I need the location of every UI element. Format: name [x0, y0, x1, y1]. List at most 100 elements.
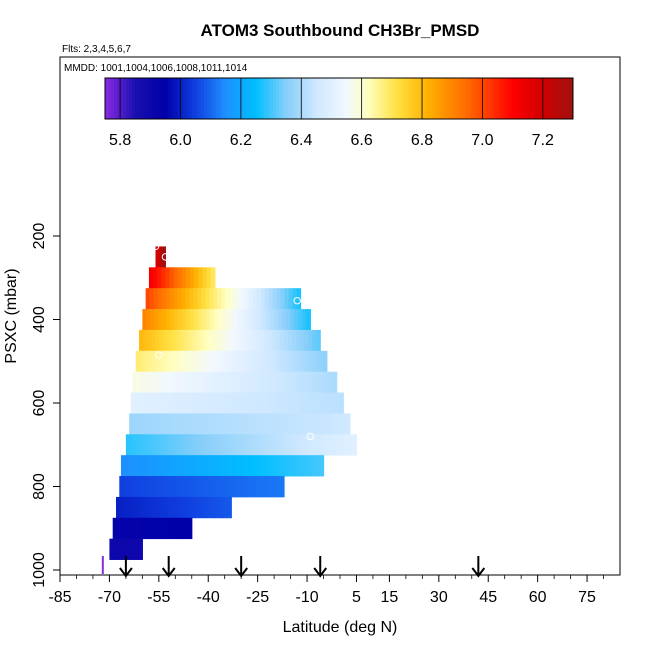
- heatmap-cell-row13: [136, 517, 141, 540]
- heatmap-cell-row6: [236, 371, 242, 393]
- colorbar-swatch: [408, 78, 412, 119]
- heatmap-cell-row5: [291, 350, 296, 373]
- colorbar-swatch: [441, 78, 445, 119]
- heatmap-cell-row4: [251, 329, 257, 352]
- heatmap-cell-row2: [205, 288, 210, 310]
- heatmap-cell-row11: [119, 476, 124, 498]
- heatmap-cell-row7: [211, 392, 216, 414]
- colorbar-tick-label: 6.0: [169, 132, 191, 149]
- heatmap-cell-row5: [183, 350, 189, 373]
- heatmap-cell-row9: [201, 434, 206, 456]
- heatmap-cell-row7: [215, 392, 220, 414]
- colorbar-swatch: [141, 78, 145, 119]
- heatmap-cell-row2: [244, 288, 250, 310]
- heatmap-cell-row9: [153, 434, 159, 456]
- heatmap-cell-row9: [185, 434, 191, 456]
- heatmap-cell-row8: [289, 413, 295, 435]
- heatmap-cell-row2: [213, 288, 218, 310]
- heatmap-cell-row7: [158, 392, 164, 414]
- colorbar-swatch: [111, 78, 115, 119]
- heatmap-cell-row12: [183, 496, 189, 519]
- heatmap-cell-row4: [267, 329, 273, 352]
- heatmap-cell-row6: [144, 371, 150, 393]
- colorbar-swatch: [315, 78, 319, 119]
- heatmap-cell-row11: [271, 476, 277, 498]
- heatmap-cell-row5: [175, 350, 181, 373]
- colorbar-swatch: [192, 78, 196, 119]
- heatmap-cell-row4: [179, 329, 184, 352]
- heatmap-cell-row10: [196, 455, 201, 477]
- heatmap-cell-row9: [241, 434, 246, 456]
- colorbar-swatch: [201, 78, 205, 119]
- heatmap-cell-row12: [127, 496, 133, 519]
- colorbar-swatch: [558, 78, 562, 119]
- dates-subtitle: MMDD: 1001,1004,1006,1008,1011,1014: [64, 63, 248, 74]
- heatmap-cell-row9: [284, 434, 290, 456]
- heatmap-cell-row3: [178, 309, 183, 331]
- heatmap-cell-row2: [209, 288, 214, 310]
- heatmap-cell-row3: [230, 309, 235, 331]
- colorbar-swatch: [123, 78, 127, 119]
- heatmap-cell-row5: [279, 350, 284, 373]
- colorbar-swatch: [234, 78, 238, 119]
- colorbar-swatch: [228, 78, 232, 119]
- heatmap-cell-row11: [139, 476, 144, 498]
- y-tick-label: 800: [31, 473, 48, 500]
- heatmap-cell-row6: [140, 371, 146, 393]
- heatmap-cell-row8: [333, 413, 339, 435]
- colorbar-swatch: [246, 78, 250, 119]
- heatmap-cell-row7: [170, 392, 176, 414]
- heatmap-cell-row4: [191, 329, 197, 352]
- colorbar-swatch: [345, 78, 349, 119]
- heatmap-cell-row2: [157, 288, 163, 310]
- colorbar-swatch: [156, 78, 160, 119]
- heatmap-cell-row12: [227, 496, 232, 519]
- heatmap-cell-row4: [288, 329, 293, 352]
- heatmap-cell-row7: [235, 392, 240, 414]
- x-tick-label: 45: [479, 589, 497, 606]
- colorbar-swatch: [459, 78, 463, 119]
- heatmap-cell-row11: [215, 476, 221, 498]
- heatmap-cell-row9: [352, 434, 358, 456]
- heatmap-cell-row10: [256, 455, 261, 477]
- heatmap-cell-row6: [152, 371, 158, 393]
- colorbar-swatch: [432, 78, 436, 119]
- x-tick-label: -85: [48, 589, 71, 606]
- heatmap-cell-row8: [209, 413, 215, 435]
- heatmap-cell-row11: [195, 476, 201, 498]
- colorbar-swatch: [300, 78, 304, 119]
- heatmap-cell-row4: [203, 329, 209, 352]
- heatmap-cell-row11: [159, 476, 165, 498]
- heatmap-cell-row10: [279, 455, 285, 477]
- heatmap-cell-row9: [348, 434, 354, 456]
- heatmap-cell-row13: [124, 517, 130, 540]
- heatmap-cell-row8: [241, 413, 247, 435]
- colorbar-swatch: [414, 78, 418, 119]
- heatmap-cell-row10: [303, 455, 309, 477]
- colorbar-swatch: [552, 78, 556, 119]
- heatmap-cell-row10: [144, 455, 150, 477]
- heatmap-cell-row4: [183, 329, 188, 352]
- heatmap-cell-row6: [272, 371, 278, 393]
- heatmap-cell-row7: [134, 392, 140, 414]
- heatmap-cell-row5: [294, 350, 300, 373]
- colorbar-swatch: [144, 78, 148, 119]
- heatmap-cell-row2: [181, 288, 186, 310]
- heatmap-cell-row13: [172, 517, 177, 540]
- heatmap-cell-row12: [116, 496, 121, 519]
- heatmap-cell-row9: [209, 434, 214, 456]
- heatmap-cell-row10: [152, 455, 158, 477]
- colorbar-tick-label: 6.2: [230, 132, 252, 149]
- heatmap-cell-row14: [125, 538, 131, 560]
- heatmap-cell-row9: [193, 434, 199, 456]
- colorbar-swatch: [447, 78, 451, 119]
- heatmap-cell-row9: [300, 434, 306, 456]
- x-tick-label: 75: [578, 589, 596, 606]
- heatmap-cell-row2: [288, 288, 294, 310]
- colorbar-swatch: [219, 78, 223, 119]
- heatmap-cell-row7: [190, 392, 196, 414]
- heatmap-cell-row10: [252, 455, 257, 477]
- colorbar-swatch: [369, 78, 373, 119]
- heatmap-cell-row1: [157, 267, 162, 289]
- heatmap-cell-row0: [155, 246, 162, 268]
